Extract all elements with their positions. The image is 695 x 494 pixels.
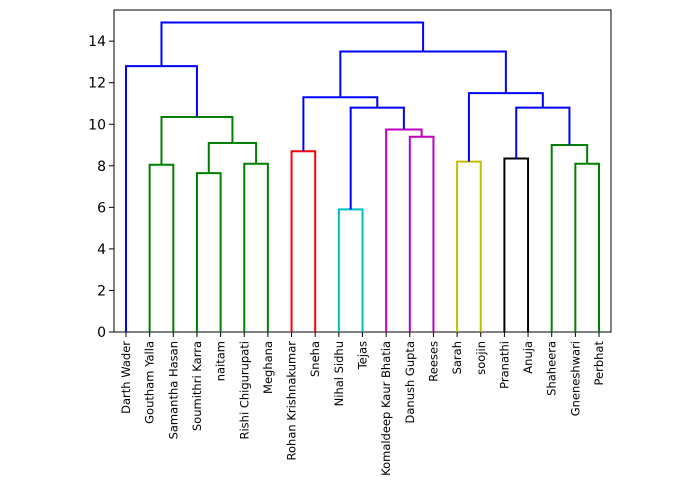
dendrogram-link bbox=[550, 144, 589, 332]
dendrogram-link bbox=[339, 50, 507, 98]
y-axis: 0 2 4 6 8 10 12 14 bbox=[88, 34, 114, 341]
dendrogram-link bbox=[195, 172, 222, 332]
leaf-label: Perbhat bbox=[592, 341, 606, 386]
dendrogram-link bbox=[160, 21, 425, 67]
leaf-label: naitam bbox=[214, 341, 228, 381]
y-tick-label: 4 bbox=[97, 242, 106, 258]
dendrogram-link bbox=[160, 115, 234, 165]
dendrogram-link bbox=[349, 106, 405, 210]
leaf-label: Reeses bbox=[426, 341, 440, 382]
leaf-label: Meghana bbox=[261, 341, 275, 394]
leaf-label: Darth Wader bbox=[119, 341, 133, 414]
dendrogram-link bbox=[302, 96, 379, 152]
y-tick-label: 10 bbox=[88, 117, 106, 133]
leaf-label: Soumithri Karra bbox=[190, 341, 204, 431]
leaf-label: Tejas bbox=[356, 341, 370, 370]
leaf-label: Goutham Yalla bbox=[143, 341, 157, 424]
dendrogram-link bbox=[515, 106, 571, 159]
dendrogram-link bbox=[574, 162, 600, 332]
leaf-label: Rohan Krishnakumar bbox=[285, 341, 299, 461]
dendrogram-link bbox=[503, 157, 530, 332]
dendrogram-links bbox=[125, 21, 600, 332]
leaf-label: Sneha bbox=[308, 341, 322, 377]
y-tick-label: 0 bbox=[97, 325, 106, 341]
leaf-label: Danush Gupta bbox=[403, 341, 417, 423]
leaf-label: Nihal Sidhu bbox=[332, 341, 346, 406]
leaf-label: Samantha Hasan bbox=[166, 341, 180, 439]
dendrogram-link bbox=[337, 208, 364, 332]
dendrogram-link bbox=[467, 92, 544, 162]
x-axis-leaf-labels: Darth Wader Goutham Yalla Samantha Hasan So… bbox=[119, 332, 606, 476]
dendrogram-link bbox=[385, 128, 423, 332]
leaf-label: Sarah bbox=[450, 341, 464, 374]
y-tick-label: 12 bbox=[88, 76, 106, 92]
dendrogram-link bbox=[125, 65, 198, 332]
leaf-label: Shaheera bbox=[545, 341, 559, 396]
y-tick-label: 14 bbox=[88, 34, 106, 50]
dendrogram-link bbox=[456, 160, 482, 332]
leaf-label: Rishi Chigurupati bbox=[237, 341, 251, 440]
leaf-label: soojin bbox=[474, 341, 488, 375]
dendrogram-link bbox=[290, 150, 317, 332]
dendrogram-link bbox=[207, 141, 258, 174]
leaf-label: Gneneshwari bbox=[568, 341, 582, 416]
y-tick-label: 6 bbox=[97, 200, 106, 216]
leaf-label: Pranathi bbox=[497, 341, 511, 389]
y-tick-label: 8 bbox=[97, 159, 106, 175]
dendrogram-link bbox=[148, 163, 175, 332]
y-tick-label: 2 bbox=[97, 283, 106, 299]
dendrogram-link bbox=[408, 135, 435, 332]
dendrogram-link bbox=[243, 162, 269, 332]
leaf-label: Komaldeep Kaur Bhatia bbox=[379, 341, 393, 476]
leaf-label: Anuja bbox=[521, 341, 535, 374]
